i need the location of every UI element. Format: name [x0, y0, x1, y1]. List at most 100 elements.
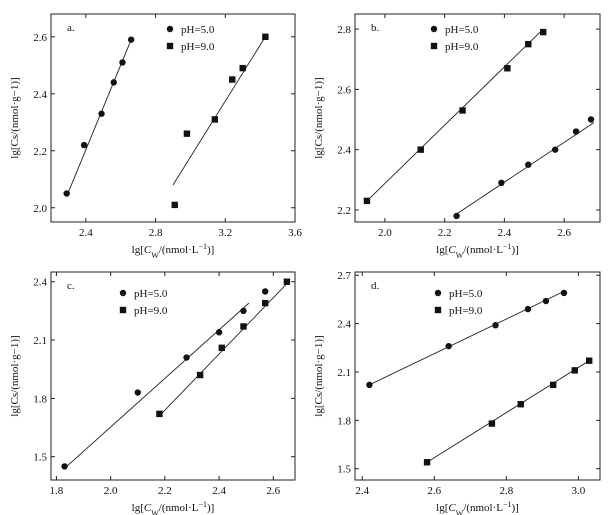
data-point-circle: [453, 212, 460, 220]
panel-label: d.: [371, 280, 380, 292]
x-axis-label-part: −1: [199, 500, 208, 509]
y-tick-label: 2.7: [337, 270, 351, 282]
y-tick-label: 2.2: [33, 146, 47, 158]
data-point-square: [363, 197, 371, 205]
legend-label: pH=5.0: [445, 24, 479, 36]
x-axis-label-part: W: [151, 251, 159, 260]
data-point-square: [156, 410, 163, 418]
series-ph9: [423, 357, 593, 466]
data-point-square: [261, 299, 269, 307]
fit-line: [64, 302, 250, 469]
data-point-square: [549, 381, 557, 389]
data-point-circle: [63, 190, 70, 197]
data-point-circle: [110, 79, 117, 86]
x-axis-label-part: )]: [207, 244, 214, 256]
data-point-square: [540, 28, 547, 36]
legend-marker-circle: [434, 289, 442, 297]
y-axis-label: lg[Cs/(nmol·g−1)]: [9, 335, 21, 416]
y-tick-label: 2.4: [337, 319, 351, 331]
data-point-square: [218, 344, 225, 352]
x-tick-label: 2.6: [427, 485, 441, 497]
fit-line: [426, 360, 590, 463]
data-point-circle: [134, 389, 141, 396]
panel-d: d. 2.4 2.6 2.8 3.0 1.5 1.8 2.1 2.4 2.7 lg[CW/(nmol…: [313, 270, 601, 515]
legend-label: pH=5.0: [181, 24, 215, 36]
series-ph5: [61, 288, 269, 470]
legend-label: pH=5.0: [449, 288, 483, 300]
legend-label: pH=9.0: [181, 41, 215, 53]
series-ph9: [363, 28, 547, 205]
x-tick-label: 3.2: [218, 227, 232, 239]
x-tick-label: 3.6: [288, 227, 302, 239]
x-axis-label-part: )]: [512, 502, 519, 514]
data-point-circle: [572, 128, 580, 135]
x-axis-label-part: /(nmol·L: [463, 502, 503, 514]
data-point-circle: [80, 141, 88, 149]
y-axis-label: lg[Cs/(nmol·g−1)]: [9, 77, 21, 158]
x-axis-label-part: C: [448, 502, 456, 514]
fit-line: [453, 122, 595, 217]
y-tick-label: 2.1: [337, 367, 351, 379]
data-point-square: [585, 357, 593, 364]
plot-frame: [50, 13, 296, 223]
data-point-circle: [492, 322, 499, 329]
data-point-square: [183, 130, 191, 137]
fit-line: [66, 39, 132, 197]
x-axis-label-part: )]: [512, 244, 519, 256]
series-ph5: [366, 289, 568, 389]
data-point-circle: [183, 354, 190, 361]
x-axis-label-part: lg[: [132, 244, 145, 256]
data-point-circle: [119, 59, 126, 66]
data-point-square: [240, 323, 247, 330]
x-tick-label: 2.4: [79, 227, 93, 239]
data-point-square: [525, 40, 532, 48]
x-tick-label: 2.6: [557, 227, 571, 239]
y-tick-label: 2.8: [337, 24, 351, 36]
x-axis-label: lg[CW/(nmol·L−1)]: [132, 500, 215, 515]
data-point-circle: [215, 329, 223, 336]
y-tick-label: 2.6: [337, 84, 351, 96]
data-point-square: [417, 146, 424, 153]
y-tick-label: 2.4: [33, 277, 47, 289]
data-point-square: [262, 33, 269, 40]
x-axis-label: lg[CW/(nmol·L−1)]: [436, 500, 519, 515]
y-tick-label: 1.8: [337, 415, 351, 427]
fit-line: [172, 36, 266, 186]
x-tick-label: 2.4: [498, 227, 512, 239]
x-tick-label: 2.8: [149, 227, 163, 239]
data-point-circle: [542, 297, 550, 305]
data-point-square: [423, 459, 431, 466]
y-tick-label: 2.6: [33, 32, 47, 44]
y-tick-label: 1.5: [337, 464, 351, 476]
x-axis-label-part: C: [144, 244, 152, 256]
data-point-square: [571, 367, 578, 374]
plot-frame: [354, 271, 601, 481]
x-axis-label-part: lg[: [436, 244, 449, 256]
legend-label: pH=9.0: [134, 305, 168, 317]
data-point-circle: [366, 381, 373, 389]
y-tick-label: 2.4: [337, 145, 351, 157]
panel-label: b.: [371, 22, 380, 34]
data-point-square: [459, 107, 466, 114]
fit-line: [366, 28, 544, 202]
legend-marker-circle: [430, 25, 438, 33]
data-point-square: [517, 401, 524, 408]
y-tick-label: 2.1: [33, 335, 47, 347]
data-point-circle: [587, 116, 595, 123]
x-axis-label-part: −1: [503, 242, 512, 251]
plot-frame: [354, 13, 601, 223]
data-point-circle: [240, 307, 247, 315]
y-tick-label: 1.5: [33, 452, 47, 464]
legend-marker-square: [434, 306, 442, 314]
x-axis-label-part: /(nmol·L: [463, 244, 503, 256]
x-axis-label: lg[CW/(nmol·L−1)]: [132, 242, 215, 260]
x-axis-label-part: −1: [199, 242, 208, 251]
data-point-circle: [98, 110, 105, 117]
x-tick-label: 2.4: [212, 485, 226, 497]
x-tick-label: 2.0: [378, 227, 392, 239]
y-tick-label: 2.4: [33, 89, 47, 101]
x-axis-label-part: C: [448, 244, 456, 256]
legend-label: pH=5.0: [134, 288, 168, 300]
data-point-circle: [560, 289, 568, 297]
data-point-square: [211, 116, 219, 123]
